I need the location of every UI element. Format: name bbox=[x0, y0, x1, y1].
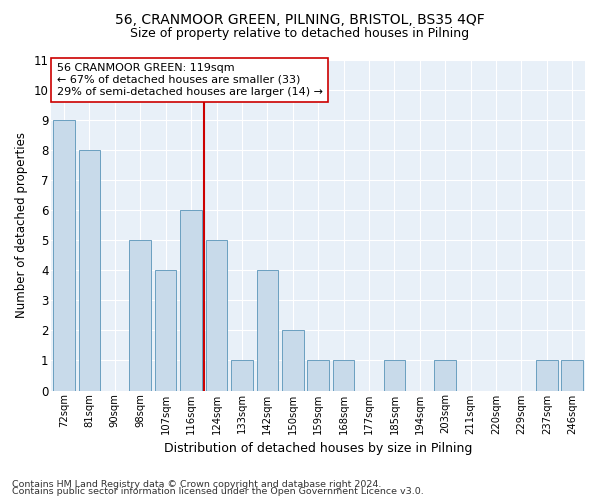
Text: Contains public sector information licensed under the Open Government Licence v3: Contains public sector information licen… bbox=[12, 487, 424, 496]
Bar bbox=[231, 360, 253, 390]
Text: Size of property relative to detached houses in Pilning: Size of property relative to detached ho… bbox=[130, 28, 470, 40]
Bar bbox=[257, 270, 278, 390]
Text: 56, CRANMOOR GREEN, PILNING, BRISTOL, BS35 4QF: 56, CRANMOOR GREEN, PILNING, BRISTOL, BS… bbox=[115, 12, 485, 26]
Bar bbox=[155, 270, 176, 390]
X-axis label: Distribution of detached houses by size in Pilning: Distribution of detached houses by size … bbox=[164, 442, 472, 455]
Text: 56 CRANMOOR GREEN: 119sqm
← 67% of detached houses are smaller (33)
29% of semi-: 56 CRANMOOR GREEN: 119sqm ← 67% of detac… bbox=[56, 64, 323, 96]
Bar bbox=[434, 360, 456, 390]
Bar bbox=[536, 360, 557, 390]
Bar bbox=[383, 360, 405, 390]
Bar bbox=[307, 360, 329, 390]
Bar bbox=[181, 210, 202, 390]
Bar bbox=[130, 240, 151, 390]
Bar bbox=[282, 330, 304, 390]
Bar bbox=[562, 360, 583, 390]
Bar bbox=[53, 120, 75, 390]
Bar bbox=[79, 150, 100, 390]
Bar bbox=[333, 360, 355, 390]
Bar bbox=[206, 240, 227, 390]
Y-axis label: Number of detached properties: Number of detached properties bbox=[15, 132, 28, 318]
Text: Contains HM Land Registry data © Crown copyright and database right 2024.: Contains HM Land Registry data © Crown c… bbox=[12, 480, 382, 489]
